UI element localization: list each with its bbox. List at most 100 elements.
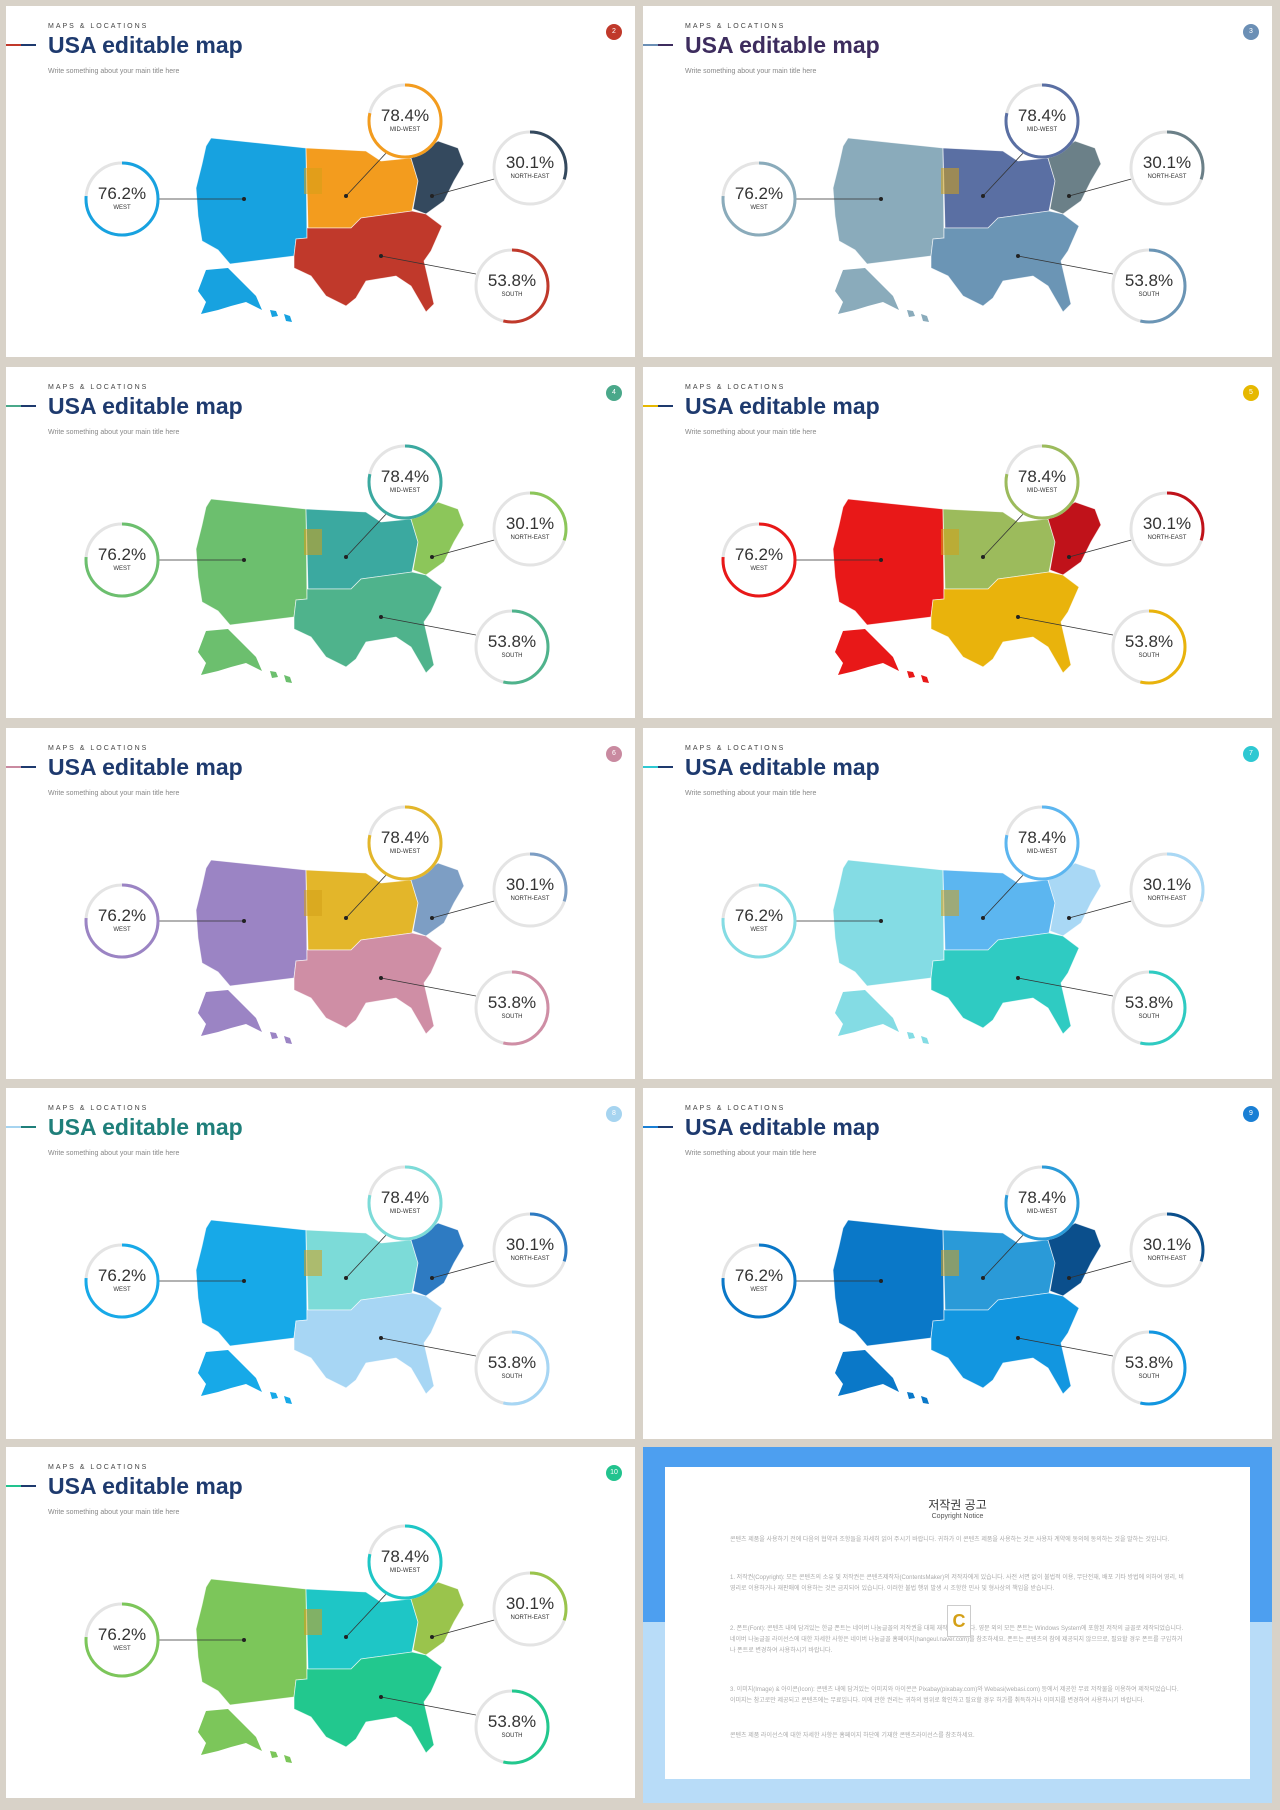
callout-dot-west: [879, 919, 883, 923]
slide-title: USA editable map: [685, 393, 880, 419]
callout-line-south: [1017, 616, 1114, 636]
region-west[interactable]: [832, 498, 945, 626]
callout-dot-west: [879, 1279, 883, 1283]
slide-subtitle: Write something about your main title he…: [48, 1509, 180, 1516]
region-west[interactable]: [195, 498, 308, 626]
ring-progress-west: [721, 522, 797, 598]
region-south[interactable]: [293, 1651, 443, 1754]
stat-value-northeast: 30.1%: [1142, 514, 1192, 533]
stat-value-midwest: 78.4%: [380, 1547, 430, 1566]
stat-label-west: WEST: [113, 566, 131, 572]
stat-label-south: SOUTH: [501, 292, 523, 298]
region-south[interactable]: [293, 571, 443, 674]
stat-label-west: WEST: [750, 566, 768, 572]
callout-line-midwest: [345, 150, 389, 197]
region-alaska: [198, 268, 262, 314]
stat-value-northeast: 30.1%: [505, 1594, 555, 1613]
stat-value-south: 53.8%: [1124, 993, 1174, 1012]
slide-subtitle: Write something about your main title he…: [48, 429, 180, 436]
ring-progress-south: [474, 248, 550, 324]
region-south[interactable]: [293, 1292, 443, 1395]
region-west[interactable]: [195, 1219, 308, 1347]
region-south[interactable]: [930, 210, 1080, 313]
region-alaska: [835, 990, 899, 1036]
notice-card: 저작권 공고 Copyright Notice 콘텐츠 제품을 사용하기 전에 …: [665, 1467, 1250, 1779]
section-eyebrow: MAPS & LOCATIONS: [685, 384, 786, 391]
callout-dot-northeast: [430, 555, 434, 559]
usa-map-graphic: [721, 805, 1205, 1046]
section-eyebrow: MAPS & LOCATIONS: [685, 745, 786, 752]
region-hawaii: [907, 671, 929, 683]
ring-progress-midwest: [367, 444, 443, 520]
title-accent-line: [6, 1485, 36, 1487]
brand-logo: C: [947, 1605, 971, 1637]
region-west[interactable]: [195, 1578, 308, 1706]
region-south[interactable]: [930, 571, 1080, 674]
region-south[interactable]: [293, 210, 443, 313]
region-alaska: [198, 1350, 262, 1396]
stat-value-south: 53.8%: [487, 1712, 537, 1731]
region-west[interactable]: [832, 1219, 945, 1347]
callout-line-northeast: [1068, 1259, 1136, 1279]
region-alaska: [835, 1350, 899, 1396]
stat-label-west: WEST: [113, 927, 131, 933]
stat-value-midwest: 78.4%: [1017, 467, 1067, 486]
callout-line-south: [380, 255, 477, 275]
page-number-badge: 2: [606, 24, 622, 40]
callout-line-south: [1017, 255, 1114, 275]
callout-line-south: [380, 977, 477, 997]
map-slide-3: MAPS & LOCATIONS USA editable map Write so…: [643, 6, 1272, 357]
stat-value-northeast: 30.1%: [505, 514, 555, 533]
region-west[interactable]: [195, 137, 308, 265]
callout-line-midwest: [345, 1591, 389, 1638]
stat-value-northeast: 30.1%: [1142, 875, 1192, 894]
callout-line-south: [1017, 1337, 1114, 1357]
callout-dot-midwest: [344, 916, 348, 920]
ring-progress-west: [84, 522, 160, 598]
region-south[interactable]: [930, 932, 1080, 1035]
region-west[interactable]: [195, 859, 308, 987]
stat-label-northeast: NORTH-EAST: [1147, 1256, 1187, 1262]
watermark-logo: [941, 890, 959, 916]
stat-label-midwest: MID-WEST: [1026, 849, 1058, 855]
stat-value-west: 76.2%: [734, 545, 784, 564]
stat-value-south: 53.8%: [487, 271, 537, 290]
ring-progress-south: [1111, 609, 1187, 685]
stat-value-northeast: 30.1%: [505, 875, 555, 894]
region-south[interactable]: [930, 1292, 1080, 1395]
title-accent-line: [643, 405, 673, 407]
callout-dot-west: [879, 197, 883, 201]
stat-label-midwest: MID-WEST: [389, 127, 421, 133]
watermark-logo: [304, 168, 322, 194]
stat-value-northeast: 30.1%: [1142, 153, 1192, 172]
stat-value-south: 53.8%: [487, 1353, 537, 1372]
ring-progress-northeast: [492, 491, 568, 567]
region-south[interactable]: [293, 932, 443, 1035]
ring-progress-northeast: [492, 1212, 568, 1288]
ring-progress-northeast: [1129, 130, 1205, 206]
callout-dot-northeast: [430, 916, 434, 920]
stat-value-south: 53.8%: [1124, 1353, 1174, 1372]
stat-value-midwest: 78.4%: [380, 106, 430, 125]
region-west[interactable]: [832, 137, 945, 265]
watermark-logo: [304, 529, 322, 555]
slide-title: USA editable map: [685, 32, 880, 58]
section-eyebrow: MAPS & LOCATIONS: [48, 384, 149, 391]
usa-map-graphic: [721, 83, 1205, 324]
slide-subtitle: Write something about your main title he…: [48, 1150, 180, 1157]
region-hawaii: [270, 1392, 292, 1404]
ring-progress-midwest: [367, 805, 443, 881]
stat-label-south: SOUTH: [1138, 1014, 1160, 1020]
page-number-badge: 3: [1243, 24, 1259, 40]
stat-label-south: SOUTH: [501, 1374, 523, 1380]
slide-subtitle: Write something about your main title he…: [685, 790, 817, 797]
page-number-badge: 7: [1243, 746, 1259, 762]
map-slide-5: MAPS & LOCATIONS USA editable map Write so…: [643, 367, 1272, 718]
stat-label-west: WEST: [113, 1646, 131, 1652]
usa-map-graphic: [84, 1165, 568, 1406]
region-hawaii: [907, 310, 929, 322]
callout-line-northeast: [431, 899, 499, 919]
callout-dot-south: [379, 1336, 383, 1340]
region-west[interactable]: [832, 859, 945, 987]
usa-map-graphic: [84, 444, 568, 685]
